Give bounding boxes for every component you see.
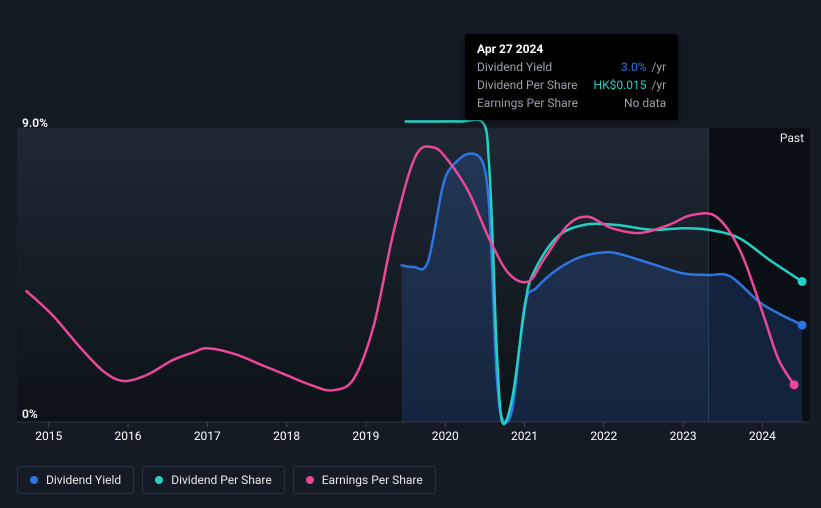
x-axis-label: 2017 xyxy=(194,429,221,443)
past-label: Past xyxy=(780,131,804,145)
legend-label: Dividend Yield xyxy=(46,473,121,487)
x-axis-label: 2021 xyxy=(511,429,538,443)
legend-label: Dividend Per Share xyxy=(171,473,272,487)
tooltip: Apr 27 2024 Dividend Yield3.0% /yrDivide… xyxy=(465,34,678,120)
tooltip-value: 3.0% /yr xyxy=(621,58,666,76)
legend-label: Earnings Per Share xyxy=(322,473,423,487)
tooltip-value: HK$0.015 /yr xyxy=(594,76,667,94)
chart-container: 0% 9.0% 2015 2016 2017 2018 2019 2020 2021 2022 20… xyxy=(0,0,821,508)
legend-item[interactable]: Dividend Per Share xyxy=(142,466,285,494)
legend-dot-icon xyxy=(155,476,163,484)
tooltip-row: Dividend Per Share HK$0.015 /yr xyxy=(477,76,666,94)
tooltip-label: Earnings Per Share xyxy=(477,94,578,112)
legend-item[interactable]: Earnings Per Share xyxy=(293,466,436,494)
y-axis-label: 9.0% xyxy=(22,116,48,130)
x-axis-label: 2022 xyxy=(590,429,617,443)
y-axis-label: 0% xyxy=(22,407,38,421)
legend: Dividend Yield Dividend Per Share Earnings… xyxy=(17,466,436,494)
legend-dot-icon xyxy=(306,476,314,484)
x-axis-label: 2019 xyxy=(352,429,379,443)
tooltip-row: Earnings Per Share No data xyxy=(477,94,666,112)
tooltip-rows: Dividend Yield3.0% /yrDividend Per Share… xyxy=(477,58,666,112)
x-axis-label: 2018 xyxy=(273,429,300,443)
x-axis-label: 2015 xyxy=(35,429,62,443)
tooltip-date: Apr 27 2024 xyxy=(477,42,666,56)
series-dot-earnings_per_share xyxy=(790,380,799,389)
x-axis-label: 2020 xyxy=(432,429,459,443)
chart-svg: 0% 9.0% 2015 2016 2017 2018 2019 2020 2021 2022 20… xyxy=(0,0,821,508)
x-axis-label: 2023 xyxy=(670,429,697,443)
tooltip-label: Dividend Yield xyxy=(477,58,552,76)
legend-item[interactable]: Dividend Yield xyxy=(17,466,134,494)
x-axis-label: 2016 xyxy=(115,429,142,443)
series-dot-dividend_per_share xyxy=(798,277,807,286)
legend-dot-icon xyxy=(30,476,38,484)
series-dot-dividend_yield xyxy=(798,321,807,330)
tooltip-value: No data xyxy=(624,94,666,112)
tooltip-label: Dividend Per Share xyxy=(477,76,578,94)
tooltip-row: Dividend Yield 3.0% /yr xyxy=(477,58,666,76)
x-axis-label: 2024 xyxy=(749,429,776,443)
